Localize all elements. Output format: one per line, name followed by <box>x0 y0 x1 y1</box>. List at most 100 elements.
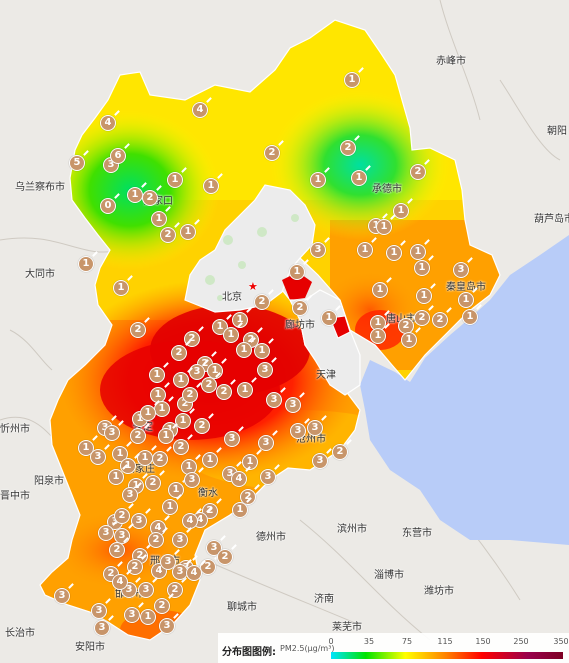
station-marker[interactable]: 3 <box>310 242 326 258</box>
station-marker[interactable]: 3 <box>172 532 188 548</box>
station-marker[interactable]: 1 <box>416 288 432 304</box>
station-marker[interactable]: 3 <box>94 620 110 636</box>
station-marker[interactable]: 2 <box>145 475 161 491</box>
station-marker[interactable]: 2 <box>154 598 170 614</box>
station-marker[interactable]: 2 <box>173 439 189 455</box>
station-marker[interactable]: 1 <box>137 450 153 466</box>
station-marker[interactable]: 3 <box>98 525 114 541</box>
station-marker[interactable]: 1 <box>458 292 474 308</box>
station-marker[interactable]: 1 <box>113 280 129 296</box>
station-marker[interactable]: 2 <box>432 312 448 328</box>
station-marker[interactable]: 2 <box>114 508 130 524</box>
station-marker[interactable]: 2 <box>182 387 198 403</box>
station-marker[interactable]: 4 <box>186 565 202 581</box>
station-marker[interactable]: 1 <box>289 264 305 280</box>
station-marker[interactable]: 2 <box>264 145 280 161</box>
station-marker[interactable]: 4 <box>100 115 116 131</box>
station-marker[interactable]: 1 <box>310 172 326 188</box>
station-marker[interactable]: 1 <box>242 454 258 470</box>
station-marker[interactable]: 1 <box>120 458 136 474</box>
station-marker[interactable]: 3 <box>159 618 175 634</box>
station-marker[interactable]: 3 <box>138 582 154 598</box>
station-marker[interactable]: 1 <box>140 609 156 625</box>
station-marker[interactable]: 1 <box>151 211 167 227</box>
station-marker[interactable]: 1 <box>180 224 196 240</box>
station-marker[interactable]: 1 <box>386 245 402 261</box>
station-marker[interactable]: 2 <box>201 377 217 393</box>
station-marker[interactable]: 1 <box>321 310 337 326</box>
station-marker[interactable]: 1 <box>372 282 388 298</box>
station-marker[interactable]: 3 <box>104 425 120 441</box>
station-marker[interactable]: 2 <box>292 300 308 316</box>
station-marker[interactable]: 3 <box>124 607 140 623</box>
station-marker[interactable]: 3 <box>54 588 70 604</box>
station-marker[interactable]: 6 <box>110 148 126 164</box>
station-marker[interactable]: 4 <box>192 102 208 118</box>
station-marker[interactable]: 3 <box>131 513 147 529</box>
station-marker[interactable]: 3 <box>90 449 106 465</box>
station-marker[interactable]: 1 <box>223 327 239 343</box>
station-marker[interactable]: 2 <box>130 322 146 338</box>
station-marker[interactable]: 1 <box>401 332 417 348</box>
station-marker[interactable]: 1 <box>140 405 156 421</box>
station-marker[interactable]: 1 <box>410 244 426 260</box>
station-marker[interactable]: 3 <box>122 487 138 503</box>
station-marker[interactable]: 1 <box>236 342 252 358</box>
station-marker[interactable]: 4 <box>112 574 128 590</box>
station-marker[interactable]: 1 <box>78 256 94 272</box>
station-marker[interactable]: 1 <box>202 452 218 468</box>
station-marker[interactable]: 1 <box>376 219 392 235</box>
station-marker[interactable]: 1 <box>254 343 270 359</box>
station-marker[interactable]: 1 <box>108 469 124 485</box>
station-marker[interactable]: 1 <box>462 309 478 325</box>
station-marker[interactable]: 3 <box>224 431 240 447</box>
station-marker[interactable]: 3 <box>184 472 200 488</box>
station-marker[interactable]: 2 <box>254 294 270 310</box>
station-marker[interactable]: 1 <box>162 499 178 515</box>
station-marker[interactable]: 1 <box>203 178 219 194</box>
station-marker[interactable]: 3 <box>453 262 469 278</box>
station-marker[interactable]: 1 <box>175 413 191 429</box>
station-marker[interactable]: 3 <box>307 420 323 436</box>
station-marker[interactable]: 1 <box>78 440 94 456</box>
station-marker[interactable]: 2 <box>240 489 256 505</box>
station-marker[interactable]: 3 <box>160 554 176 570</box>
station-marker[interactable]: 3 <box>266 392 282 408</box>
station-marker[interactable]: 2 <box>410 164 426 180</box>
station-marker[interactable]: 1 <box>127 187 143 203</box>
station-marker[interactable]: 1 <box>357 242 373 258</box>
station-marker[interactable]: 1 <box>414 260 430 276</box>
station-marker[interactable]: 3 <box>312 453 328 469</box>
station-marker[interactable]: 1 <box>232 312 248 328</box>
station-marker[interactable]: 1 <box>149 367 165 383</box>
station-marker[interactable]: 2 <box>194 418 210 434</box>
station-marker[interactable]: 2 <box>340 140 356 156</box>
station-marker[interactable]: 2 <box>109 542 125 558</box>
station-marker[interactable]: 2 <box>152 451 168 467</box>
station-marker[interactable]: 1 <box>351 170 367 186</box>
station-marker[interactable]: 5 <box>69 155 85 171</box>
station-marker[interactable]: 1 <box>237 382 253 398</box>
station-marker[interactable]: 2 <box>216 384 232 400</box>
station-marker[interactable]: 4 <box>182 513 198 529</box>
station-marker[interactable]: 3 <box>258 435 274 451</box>
station-marker[interactable]: 1 <box>158 428 174 444</box>
station-marker[interactable]: 2 <box>160 227 176 243</box>
station-marker[interactable]: 3 <box>257 362 273 378</box>
station-marker[interactable]: 1 <box>167 172 183 188</box>
station-marker[interactable]: 2 <box>414 310 430 326</box>
station-marker[interactable]: 1 <box>370 328 386 344</box>
station-marker[interactable]: 1 <box>232 502 248 518</box>
station-marker[interactable]: 2 <box>142 190 158 206</box>
station-marker[interactable]: 3 <box>285 397 301 413</box>
station-marker[interactable]: 3 <box>290 423 306 439</box>
station-marker[interactable]: 2 <box>332 444 348 460</box>
station-marker[interactable]: 2 <box>148 532 164 548</box>
station-marker[interactable]: 2 <box>217 549 233 565</box>
station-marker[interactable]: 3 <box>91 603 107 619</box>
station-marker[interactable]: 1 <box>173 372 189 388</box>
station-marker[interactable]: 2 <box>130 428 146 444</box>
station-marker[interactable]: 4 <box>231 471 247 487</box>
station-marker[interactable]: 3 <box>260 469 276 485</box>
